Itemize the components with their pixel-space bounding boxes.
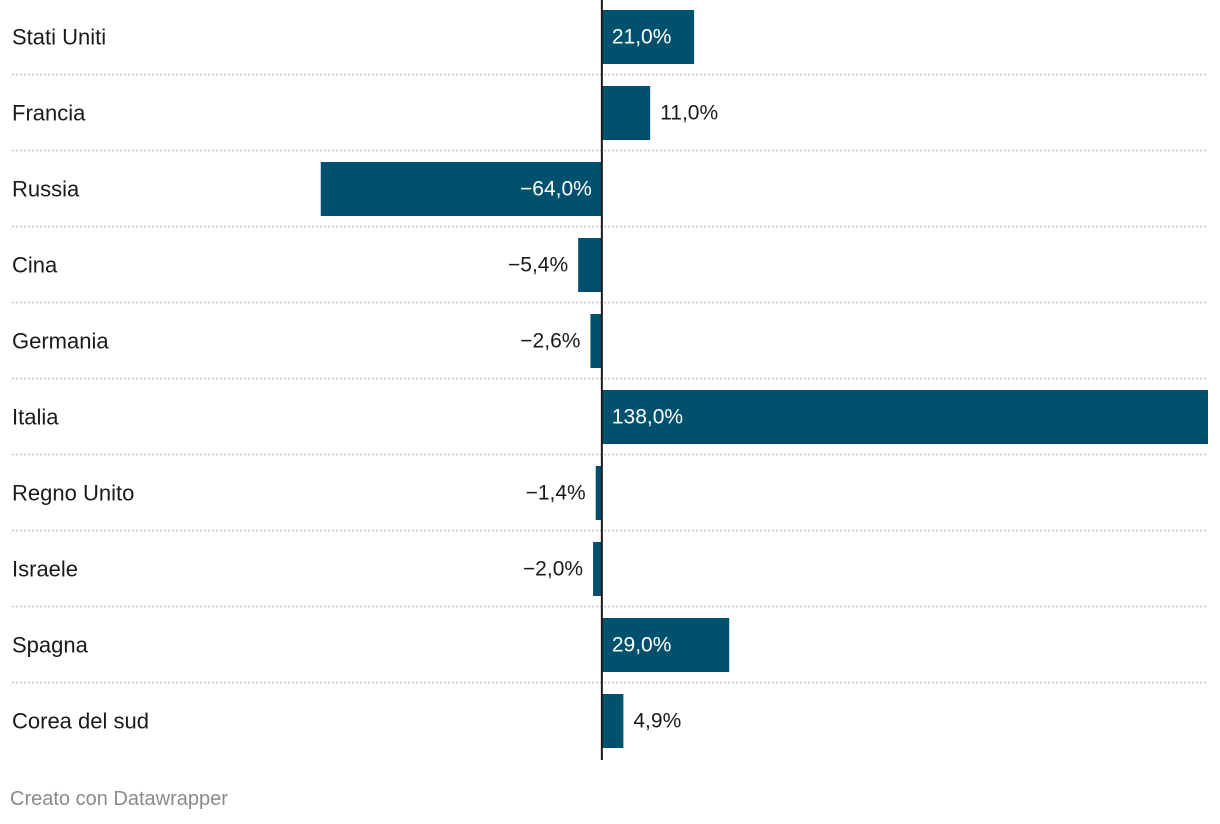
value-label: −2,0% [523,558,583,581]
category-label: Germania [12,329,109,354]
value-label: 29,0% [612,634,672,657]
footer-credit: Creato con Datawrapper [10,788,228,810]
bar [593,542,602,596]
category-label: Russia [12,177,80,202]
bar [601,618,730,672]
bar [590,314,602,368]
value-label: 21,0% [612,26,672,49]
category-label: Israele [12,557,78,582]
bar [601,86,651,140]
bar [320,162,602,216]
bar [578,238,602,292]
category-label: Francia [12,101,86,126]
value-label: 4,9% [633,710,681,733]
value-label: −2,6% [520,330,580,353]
category-label: Corea del sud [12,709,149,734]
value-label: −64,0% [520,178,592,201]
value-label: −5,4% [508,254,568,277]
bar [601,694,624,748]
category-label: Stati Uniti [12,25,106,50]
bar [601,10,695,64]
value-label: 11,0% [660,102,718,125]
category-label: Spagna [12,633,89,658]
value-label: 138,0% [612,406,683,429]
bar [601,390,1208,444]
bar [595,466,602,520]
category-label: Cina [12,253,58,278]
value-label: −1,4% [526,482,586,505]
category-label: Italia [12,405,59,430]
category-label: Regno Unito [12,481,134,506]
